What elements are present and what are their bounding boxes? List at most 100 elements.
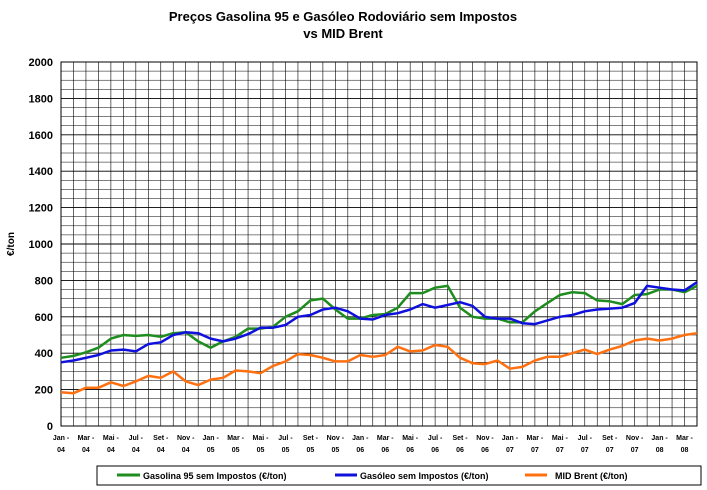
x-tick-month: Jul - — [428, 435, 443, 442]
x-tick-month: Mar - — [377, 435, 394, 442]
legend-label-gasolina: Gasolina 95 sem Impostos (€/ton) — [143, 471, 287, 481]
x-tick-month: Jan - — [502, 435, 519, 442]
x-tick-label: Jul - 06 — [428, 435, 443, 454]
plot-grid — [60, 61, 698, 427]
x-tick-label: Jan - 04 — [53, 435, 70, 454]
x-tick-month: Nov - — [626, 435, 644, 442]
x-tick-year: 06 — [431, 447, 439, 454]
x-tick-year: 07 — [581, 447, 589, 454]
x-tick-year: 05 — [257, 447, 265, 454]
x-tick-month: Jan - — [53, 435, 70, 442]
x-tick-label: Set - 06 — [452, 435, 468, 454]
x-tick-year: 06 — [406, 447, 414, 454]
chart-title-line-1: Preços Gasolina 95 e Gasóleo Rodoviário … — [169, 9, 517, 24]
x-tick-year: 05 — [232, 447, 240, 454]
x-tick-month: Set - — [303, 435, 319, 442]
x-tick-month: Jan - — [651, 435, 668, 442]
x-tick-month: Nov - — [476, 435, 494, 442]
x-tick-month: Set - — [452, 435, 468, 442]
x-tick-label: Mar - 06 — [377, 435, 394, 454]
x-tick-year: 04 — [82, 447, 90, 454]
x-tick-label: Mar - 04 — [78, 435, 95, 454]
x-tick-label: Mai - 04 — [103, 435, 120, 454]
x-tick-label: Jan - 05 — [202, 435, 219, 454]
x-tick-year: 05 — [282, 447, 290, 454]
y-tick-label: 1000 — [29, 239, 53, 251]
y-tick-label: 1200 — [29, 203, 53, 215]
x-tick-year: 08 — [681, 447, 689, 454]
x-tick-year: 07 — [506, 447, 514, 454]
x-tick-label: Mai - 07 — [552, 435, 569, 454]
x-tick-label: Nov - 04 — [177, 435, 195, 454]
x-tick-label: Nov - 07 — [626, 435, 644, 454]
y-tick-label: 400 — [35, 348, 53, 360]
x-tick-month: Mar - — [676, 435, 693, 442]
x-tick-year: 04 — [57, 447, 65, 454]
y-axis-label: €/ton — [6, 232, 17, 256]
x-tick-month: Set - — [153, 435, 169, 442]
x-tick-year: 04 — [132, 447, 140, 454]
y-tick-label: 200 — [35, 385, 53, 397]
x-tick-label: Jan - 07 — [502, 435, 519, 454]
y-tick-label: 0 — [47, 421, 53, 433]
x-tick-year: 05 — [307, 447, 315, 454]
y-tick-label: 1800 — [29, 93, 53, 105]
x-tick-month: Jul - — [278, 435, 293, 442]
y-tick-label: 800 — [35, 275, 53, 287]
x-tick-month: Mai - — [253, 435, 270, 442]
legend: Gasolina 95 sem Impostos (€/ton) Gasóleo… — [96, 465, 702, 486]
x-tick-month: Jan - — [352, 435, 369, 442]
x-tick-month: Mai - — [402, 435, 419, 442]
x-tick-label: Mai - 05 — [253, 435, 270, 454]
x-tick-month: Mar - — [78, 435, 95, 442]
x-tick-month: Set - — [602, 435, 618, 442]
series-line-1 — [60, 284, 698, 360]
x-tick-year: 05 — [207, 447, 215, 454]
x-tick-label: Mar - 07 — [527, 435, 544, 454]
x-tick-label: Mar - 05 — [227, 435, 244, 454]
y-tick-label: 600 — [35, 312, 53, 324]
legend-label-gasoleo: Gasóleo sem Impostos (€/ton) — [360, 471, 489, 481]
x-tick-month: Nov - — [327, 435, 345, 442]
chart-title-line-2: vs MID Brent — [303, 26, 383, 41]
x-tick-label: Nov - 05 — [327, 435, 345, 454]
x-tick-year: 06 — [356, 447, 364, 454]
x-tick-month: Nov - — [177, 435, 195, 442]
x-tick-month: Mai - — [103, 435, 120, 442]
x-tick-year: 07 — [631, 447, 639, 454]
legend-box — [96, 465, 702, 486]
x-tick-year: 07 — [556, 447, 564, 454]
x-tick-year: 04 — [182, 447, 190, 454]
x-tick-label: Set - 04 — [153, 435, 169, 454]
x-tick-month: Mai - — [552, 435, 569, 442]
x-tick-label: Nov - 06 — [476, 435, 494, 454]
x-tick-year: 07 — [606, 447, 614, 454]
x-tick-month: Jan - — [202, 435, 219, 442]
y-tick-label: 2000 — [29, 57, 53, 69]
x-tick-month: Jul - — [578, 435, 593, 442]
x-tick-year: 07 — [531, 447, 539, 454]
x-tick-year: 04 — [107, 447, 115, 454]
x-tick-label: Jan - 08 — [651, 435, 668, 454]
x-tick-year: 04 — [157, 447, 165, 454]
x-tick-label: Jul - 07 — [578, 435, 593, 454]
series-lines — [60, 281, 698, 395]
x-tick-label: Mar - 08 — [676, 435, 693, 454]
x-tick-year: 08 — [656, 447, 664, 454]
x-tick-label: Set - 05 — [303, 435, 319, 454]
y-axis-ticks: 0 200 400 600 800 1000 1200 1400 1600 1800 2000 — [29, 57, 53, 433]
x-tick-label: Jul - 04 — [129, 435, 144, 454]
x-tick-month: Mar - — [227, 435, 244, 442]
series-line-2 — [60, 281, 698, 364]
x-tick-month: Jul - — [129, 435, 144, 442]
legend-label-brent: MID Brent (€/ton) — [555, 471, 628, 481]
x-tick-year: 06 — [481, 447, 489, 454]
x-tick-label: Mai - 06 — [402, 435, 419, 454]
x-tick-year: 05 — [331, 447, 339, 454]
series-line-3 — [60, 331, 698, 395]
x-tick-label: Set - 07 — [602, 435, 618, 454]
y-tick-label: 1600 — [29, 130, 53, 142]
x-tick-label: Jul - 05 — [278, 435, 293, 454]
